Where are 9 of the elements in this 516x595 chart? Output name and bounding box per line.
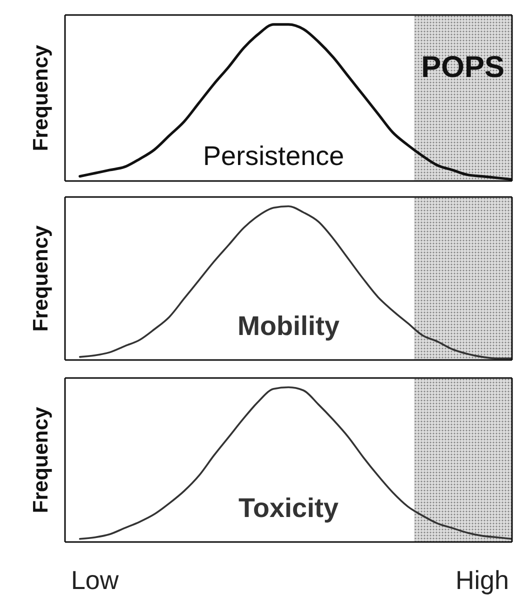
annotation: POPS: [421, 51, 505, 84]
series-label: Mobility: [238, 311, 340, 341]
series-label: Toxicity: [238, 493, 339, 523]
y-axis-title: Frequency: [30, 44, 52, 152]
x-tick-label: Low: [70, 565, 119, 595]
x-tick-label: High: [455, 565, 509, 595]
series-label: Persistence: [203, 141, 344, 171]
y-axis-title: Frequency: [30, 406, 52, 514]
y-axis-title: Frequency: [30, 225, 52, 332]
